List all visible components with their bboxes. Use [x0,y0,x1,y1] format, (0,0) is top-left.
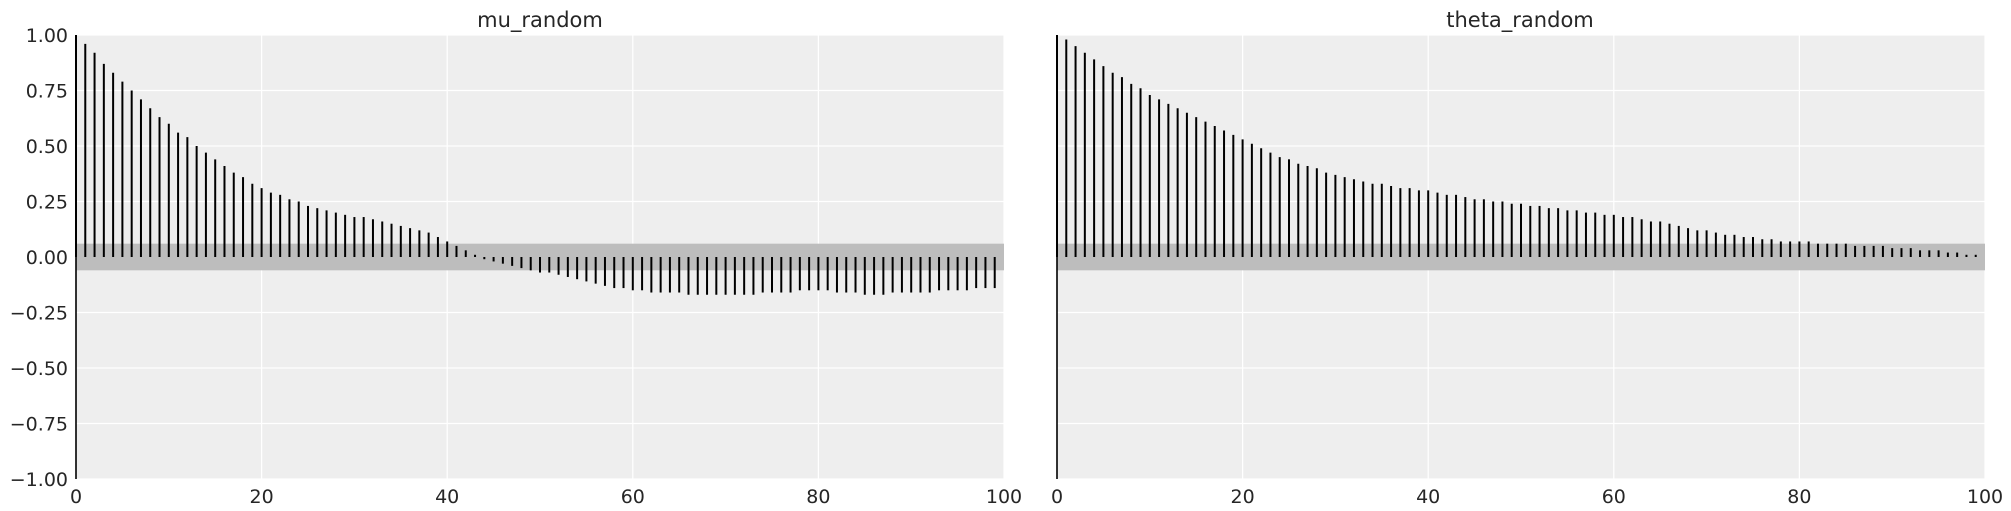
x-tick-label: 80 [1787,486,1811,508]
y-tick-label: 1.00 [26,25,68,47]
y-tick-label: −0.25 [10,303,68,325]
x-tick-label: 100 [986,486,1022,508]
x-tick-label: 40 [1416,486,1440,508]
x-tick-label: 20 [1231,486,1255,508]
acf-panel-theta-random: theta_random 0 20 40 60 80 100 [1051,8,2003,508]
y-tick-label: 0.75 [26,81,68,103]
x-tick-label: 80 [806,486,830,508]
y-tick-label: 0.50 [26,136,68,158]
y-tick-label: −0.50 [10,358,68,380]
y-tick-label: 0.00 [26,247,68,269]
x-tick-label: 0 [70,486,82,508]
y-tick-label: −1.00 [10,469,68,491]
y-tick-label: −0.75 [10,414,68,436]
y-tick-label: 0.25 [26,192,68,214]
x-tick-label: 40 [435,486,459,508]
x-tick-label: 60 [1602,486,1626,508]
panel-title: theta_random [1446,8,1594,33]
acf-panel-mu-random: mu_random 0 20 40 60 80 100 1.00 0.75 0.50 0.25 0.… [10,8,1022,508]
x-tick-label: 20 [250,486,274,508]
x-tick-label: 100 [1967,486,2003,508]
panel-title: mu_random [477,8,603,33]
x-tick-label: 60 [621,486,645,508]
x-tick-label: 0 [1051,486,1063,508]
